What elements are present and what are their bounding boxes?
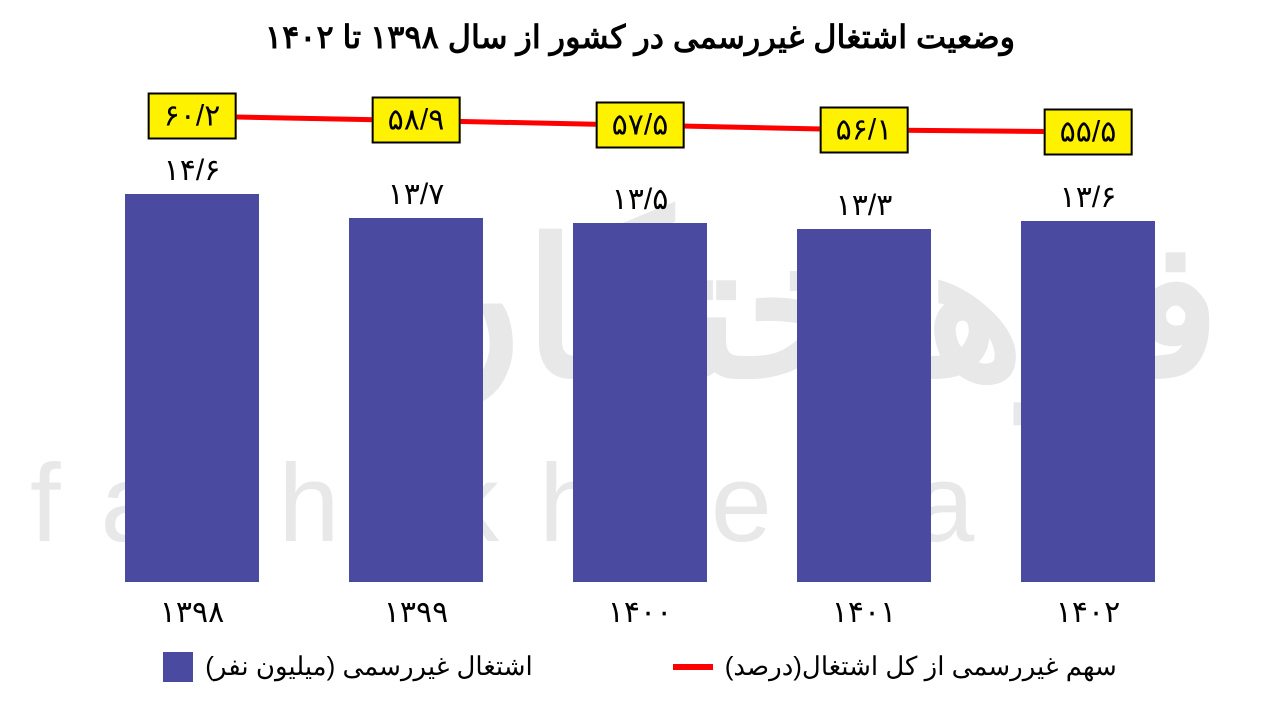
chart-title: وضعیت اشتغال غیررسمی در کشور از سال ۱۳۹۸… <box>0 0 1280 56</box>
plot-area: ۱۴/۶۱۳۹۸۱۳/۷۱۳۹۹۱۳/۵۱۴۰۰۱۳/۳۱۴۰۱۱۳/۶۱۴۰۲… <box>80 80 1200 582</box>
x-axis-label: ۱۴۰۲ <box>1028 595 1148 630</box>
line-value-box: ۵۵/۵ <box>1044 108 1133 155</box>
x-axis-label: ۱۴۰۱ <box>804 595 924 630</box>
line-series-svg <box>80 80 1200 582</box>
x-axis-label: ۱۳۹۹ <box>356 595 476 630</box>
legend-bar-swatch <box>163 652 193 682</box>
line-value-box: ۵۷/۵ <box>596 102 685 149</box>
x-axis-label: ۱۴۰۰ <box>580 595 700 630</box>
line-value-box: ۵۶/۱ <box>820 106 909 153</box>
legend-bar: اشتغال غیررسمی (میلیون نفر) <box>163 651 533 682</box>
legend-line: سهم غیررسمی از کل اشتغال(درصد) <box>673 651 1117 682</box>
legend-line-swatch <box>673 664 713 670</box>
line-value-box: ۵۸/۹ <box>372 97 461 144</box>
x-axis-label: ۱۳۹۸ <box>132 595 252 630</box>
line-value-box: ۶۰/۲ <box>148 93 237 140</box>
legend-bar-label: اشتغال غیررسمی (میلیون نفر) <box>205 651 533 682</box>
chart-container: وضعیت اشتغال غیررسمی در کشور از سال ۱۳۹۸… <box>0 0 1280 702</box>
legend-line-label: سهم غیررسمی از کل اشتغال(درصد) <box>725 651 1117 682</box>
legend: سهم غیررسمی از کل اشتغال(درصد) اشتغال غی… <box>0 651 1280 682</box>
